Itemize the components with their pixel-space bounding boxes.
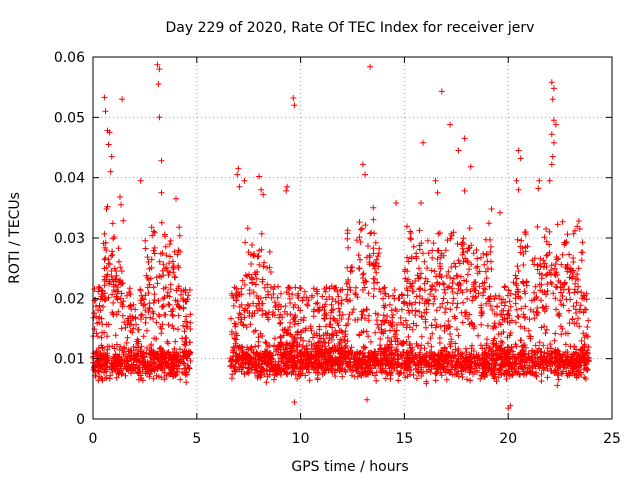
- y-tick-label: 0.03: [54, 231, 85, 247]
- chart-title: Day 229 of 2020, Rate Of TEC Index for r…: [166, 20, 535, 36]
- y-tick-label: 0.05: [54, 110, 85, 126]
- y-tick-label: 0.02: [54, 291, 85, 307]
- y-tick-label: 0.01: [54, 352, 85, 368]
- y-tick-label: 0: [76, 412, 85, 428]
- axis-ticks: 0 5 10 15 20 25 0 0.01 0.02 0.03 0.04 0.05 0.06: [54, 50, 621, 447]
- x-tick-label: 0: [89, 431, 98, 447]
- x-tick-label: 10: [292, 431, 310, 447]
- x-tick-label: 25: [603, 431, 621, 447]
- x-axis-label: GPS time / hours: [291, 459, 408, 475]
- x-tick-label: 20: [499, 431, 517, 447]
- x-tick-label: 5: [192, 431, 201, 447]
- y-tick-label: 0.06: [54, 50, 85, 66]
- data-points: [90, 61, 592, 412]
- y-axis-label: ROTI / TECUs: [7, 192, 23, 284]
- roti-points: [90, 61, 592, 412]
- y-tick-label: 0.04: [54, 171, 85, 187]
- x-tick-label: 15: [395, 431, 413, 447]
- grid-lines: [93, 57, 612, 419]
